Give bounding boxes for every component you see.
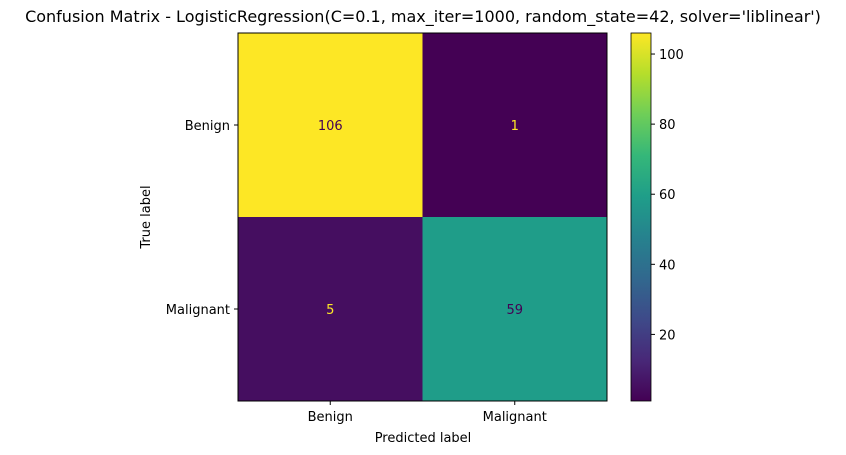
colorbar-tick-label: 80: [659, 118, 676, 133]
matrix-cell: [422, 33, 608, 218]
y-axis-label: True label: [139, 185, 154, 249]
matrix-cell: [422, 217, 608, 402]
matrix-cell: [238, 33, 423, 218]
matrix-cell: [238, 217, 423, 402]
cell-value-label: 5: [326, 303, 334, 318]
cell-value-label: 59: [506, 303, 523, 318]
plot-frame: [237, 32, 608, 402]
y-tick-label: Malignant: [166, 303, 230, 318]
x-axis-label: Predicted label: [375, 431, 472, 446]
cell-value-label: 1: [511, 119, 519, 134]
colorbar-tick-label: 100: [659, 48, 684, 63]
colorbar-tick-label: 40: [659, 258, 676, 273]
colorbar: [630, 32, 652, 402]
x-tick-label: Benign: [308, 410, 353, 425]
y-tick-label: Benign: [185, 119, 230, 134]
colorbar-tick-label: 20: [659, 328, 676, 343]
colorbar-tick-label: 60: [659, 188, 676, 203]
chart-title: Confusion Matrix - LogisticRegression(C=…: [25, 7, 821, 27]
cell-value-label: 106: [318, 119, 343, 134]
x-tick-label: Malignant: [483, 410, 547, 425]
